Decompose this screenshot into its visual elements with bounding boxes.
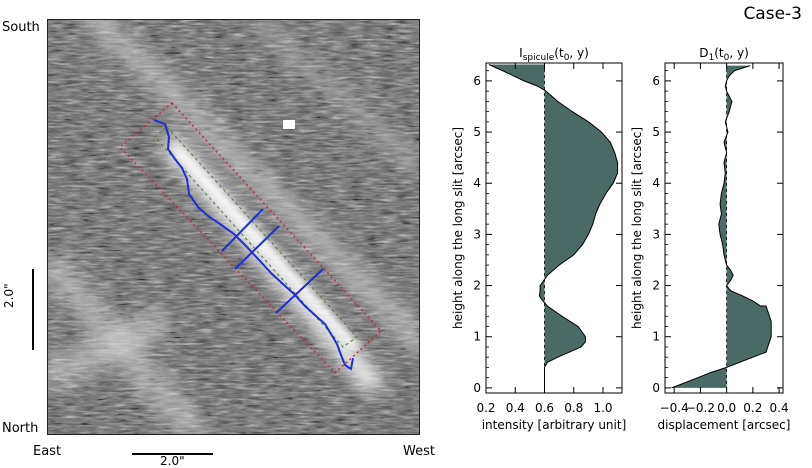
plot2-ytick-label: 0 — [652, 381, 660, 395]
spicule-image — [35, 0, 437, 445]
plot2-ytick-label: 6 — [652, 74, 660, 88]
plot2-frame — [664, 62, 784, 394]
plot2-title: D1(t0, y) — [699, 46, 749, 63]
plot1-xtick-label: 0.4 — [506, 401, 525, 415]
plot1-area-fill — [488, 64, 618, 388]
plot1-ytick-label: 1 — [473, 330, 481, 344]
plot1-title: Ispicule(t0, y) — [519, 46, 589, 63]
plot2-xtick-label: −0.4 — [660, 401, 689, 415]
plot1-xtick-label: 0.6 — [535, 401, 554, 415]
plot1-ytick-label: 5 — [473, 125, 481, 139]
green-inner-box — [154, 126, 358, 348]
plot1-frame — [485, 62, 623, 394]
plot2-curve — [671, 65, 772, 389]
plot1-ytick-label: 6 — [473, 74, 481, 88]
plot1-ylabel: height along the long slit [arcsec] — [451, 127, 465, 329]
plot1-xtick-label: 0.2 — [476, 401, 495, 415]
plot2-area-fill — [671, 65, 772, 388]
plot2-ytick-label: 3 — [652, 227, 660, 241]
cross-slit-1 — [221, 208, 264, 252]
compass-south: South — [2, 20, 40, 35]
plot2-xtick-label: 0.4 — [770, 401, 789, 415]
plot1-ytick-label: 4 — [473, 176, 481, 190]
compass-west: West — [403, 444, 435, 459]
plot2-xtick-label: 0.2 — [743, 401, 762, 415]
compass-north: North — [2, 421, 39, 436]
plot1-ytick-label: 3 — [473, 227, 481, 241]
case-label: Case-3 — [743, 4, 802, 24]
horizontal-scale-bar — [132, 453, 213, 455]
plot2-ytick-label: 4 — [652, 176, 660, 190]
compass-east: East — [33, 444, 62, 459]
plot1-ytick-label: 0 — [473, 381, 481, 395]
vertical-scale-bar — [32, 269, 34, 350]
plot1-ytick-label: 2 — [473, 279, 481, 293]
plot1-xlabel: intensity [arbitrary unit] — [482, 418, 627, 432]
plot2-ytick-label: 5 — [652, 125, 660, 139]
plot1-xtick-label: 0.8 — [564, 401, 583, 415]
plot1-curve — [488, 64, 619, 388]
artifact-blob — [283, 120, 295, 129]
plot2-ylabel: height along the long slit [arcsec] — [630, 127, 644, 329]
plot2-ytick-label: 2 — [652, 279, 660, 293]
cross-slit-3 — [275, 268, 324, 314]
plot2-ytick-label: 1 — [652, 330, 660, 344]
plot1-xtick-label: 1.0 — [593, 401, 612, 415]
plot2-xtick-label: −0.2 — [686, 401, 715, 415]
plot2-xtick-label: 0.0 — [717, 401, 736, 415]
red-roi-box — [118, 101, 383, 375]
cross-slit-2 — [234, 225, 280, 270]
plot2-xlabel: displacement [arcsec] — [658, 418, 791, 432]
